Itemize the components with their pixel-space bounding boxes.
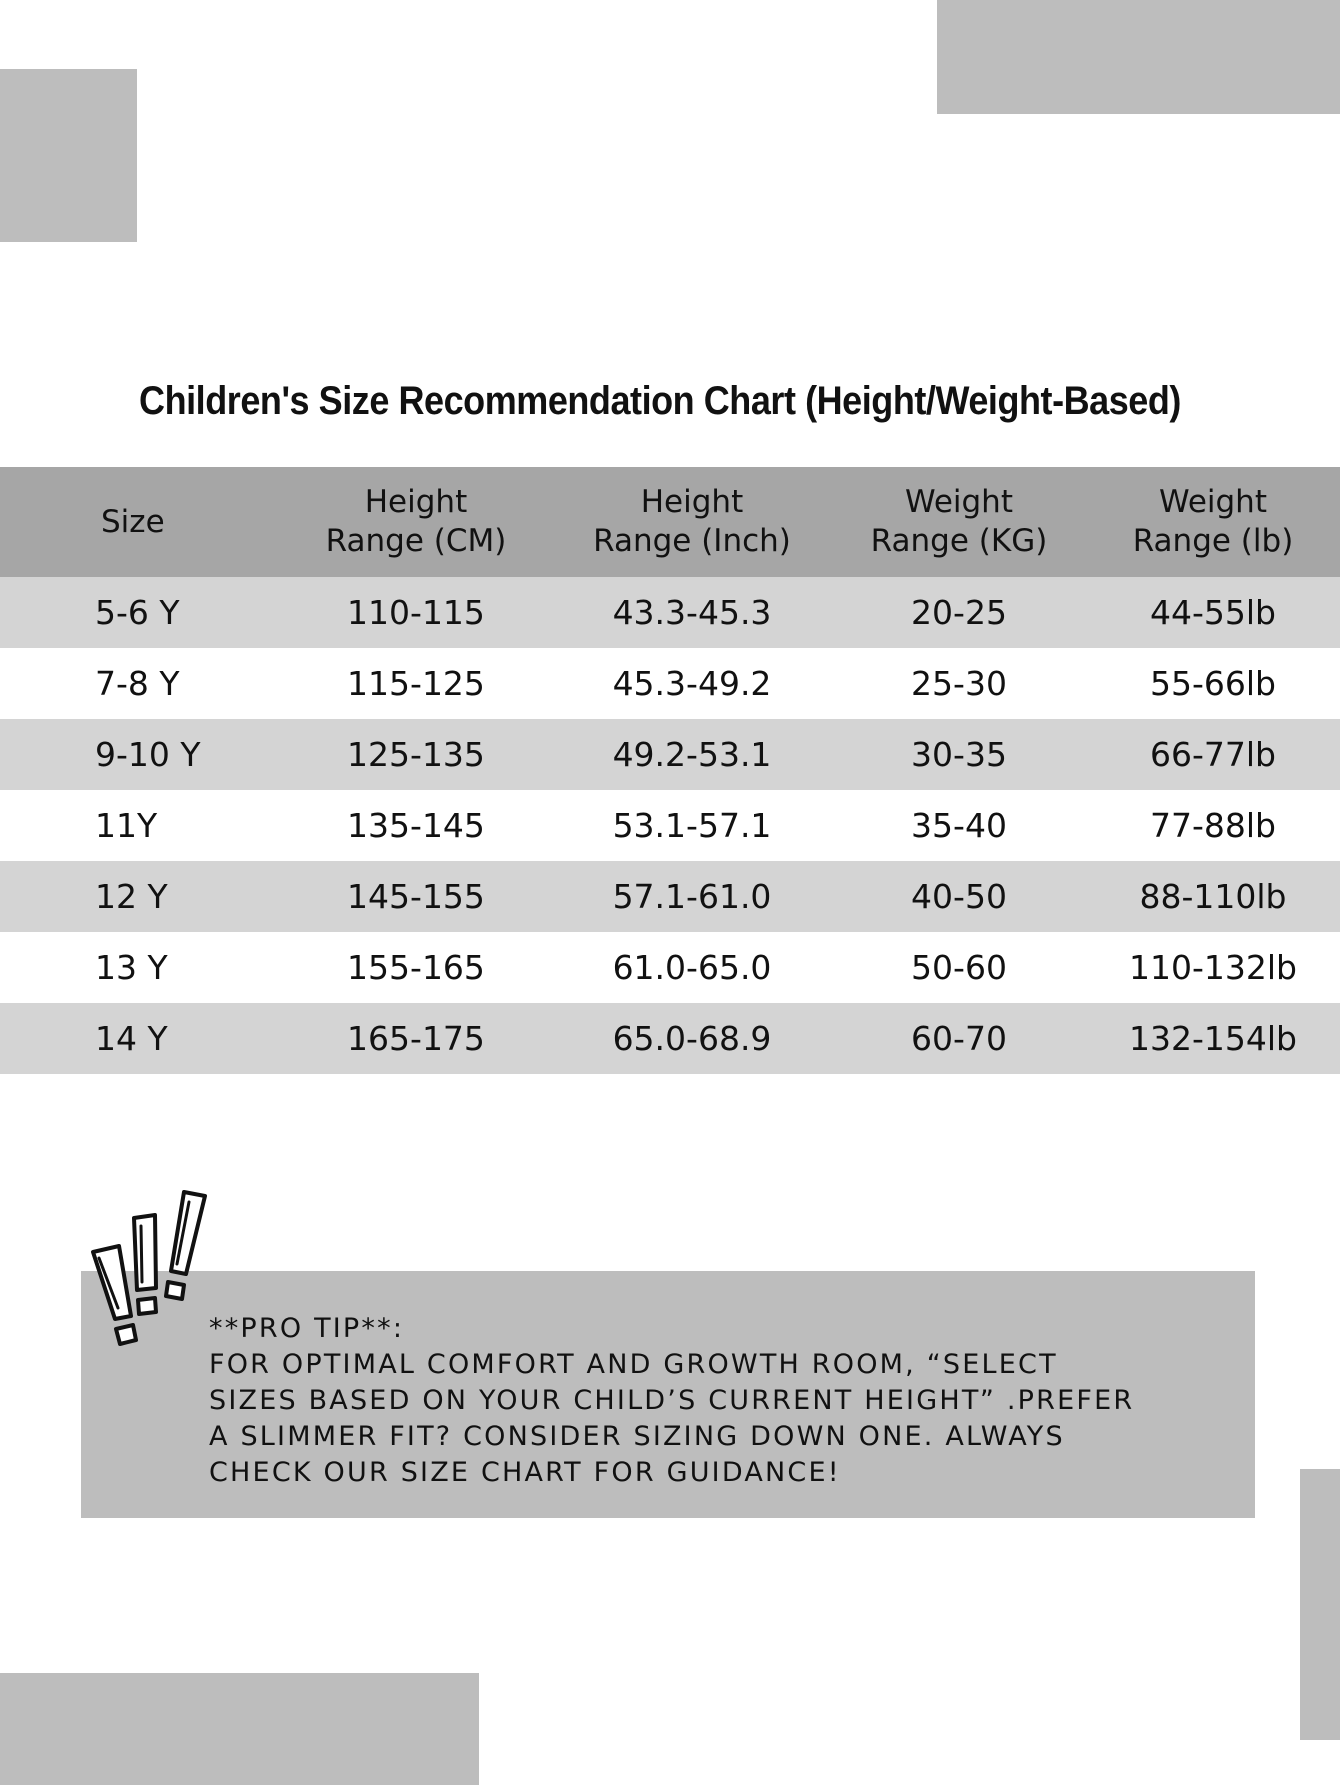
table-row: 12 Y 145-155 57.1-61.0 40-50 88-110lb [0,861,1340,932]
cell-height-cm: 110-115 [280,577,552,648]
table-row: 11Y 135-145 53.1-57.1 35-40 77-88lb [0,790,1340,861]
decorative-block-right [1300,1469,1340,1740]
cell-size: 5-6 Y [0,577,280,648]
cell-size: 9-10 Y [0,719,280,790]
cell-weight-kg: 60-70 [832,1003,1086,1074]
cell-weight-lb: 44-55lb [1086,577,1340,648]
decorative-block-top-left [0,69,137,242]
cell-size: 14 Y [0,1003,280,1074]
pro-tip-text: **PRO TIP**: FOR OPTIMAL COMFORT AND GRO… [209,1313,1135,1488]
cell-size: 7-8 Y [0,648,280,719]
cell-height-cm: 165-175 [280,1003,552,1074]
cell-height-inch: 61.0-65.0 [552,932,832,1003]
cell-weight-lb: 77-88lb [1086,790,1340,861]
header-weight-kg: Weight Range (KG) [832,467,1086,577]
decorative-block-bottom-left [0,1673,479,1785]
table-row: 9-10 Y 125-135 49.2-53.1 30-35 66-77lb [0,719,1340,790]
cell-weight-lb: 88-110lb [1086,861,1340,932]
table-row: 5-6 Y 110-115 43.3-45.3 20-25 44-55lb [0,577,1340,648]
table-header-row: Size Height Range (CM) Height Range (Inc… [0,467,1340,577]
table-row: 7-8 Y 115-125 45.3-49.2 25-30 55-66lb [0,648,1340,719]
size-chart-table: Size Height Range (CM) Height Range (Inc… [0,467,1340,1074]
pro-tip-box [81,1271,1255,1518]
cell-weight-kg: 50-60 [832,932,1086,1003]
header-height-cm: Height Range (CM) [280,467,552,577]
cell-height-cm: 135-145 [280,790,552,861]
cell-weight-lb: 66-77lb [1086,719,1340,790]
decorative-block-top-right [937,0,1340,114]
page-title: Children's Size Recommendation Chart (He… [139,378,1181,423]
cell-size: 11Y [0,790,280,861]
table-row: 14 Y 165-175 65.0-68.9 60-70 132-154lb [0,1003,1340,1074]
cell-weight-lb: 55-66lb [1086,648,1340,719]
cell-weight-lb: 110-132lb [1086,932,1340,1003]
cell-height-inch: 49.2-53.1 [552,719,832,790]
cell-weight-kg: 30-35 [832,719,1086,790]
cell-height-inch: 65.0-68.9 [552,1003,832,1074]
table-row: 13 Y 155-165 61.0-65.0 50-60 110-132lb [0,932,1340,1003]
header-size: Size [0,467,280,577]
cell-weight-lb: 132-154lb [1086,1003,1340,1074]
cell-weight-kg: 35-40 [832,790,1086,861]
exclamation-marks-icon [91,1190,207,1346]
cell-height-inch: 43.3-45.3 [552,577,832,648]
cell-height-inch: 45.3-49.2 [552,648,832,719]
cell-height-inch: 57.1-61.0 [552,861,832,932]
header-weight-lb: Weight Range (lb) [1086,467,1340,577]
cell-height-cm: 155-165 [280,932,552,1003]
header-height-inch: Height Range (Inch) [552,467,832,577]
cell-weight-kg: 25-30 [832,648,1086,719]
cell-height-cm: 115-125 [280,648,552,719]
cell-size: 13 Y [0,932,280,1003]
cell-size: 12 Y [0,861,280,932]
cell-height-inch: 53.1-57.1 [552,790,832,861]
cell-weight-kg: 20-25 [832,577,1086,648]
cell-weight-kg: 40-50 [832,861,1086,932]
cell-height-cm: 125-135 [280,719,552,790]
cell-height-cm: 145-155 [280,861,552,932]
